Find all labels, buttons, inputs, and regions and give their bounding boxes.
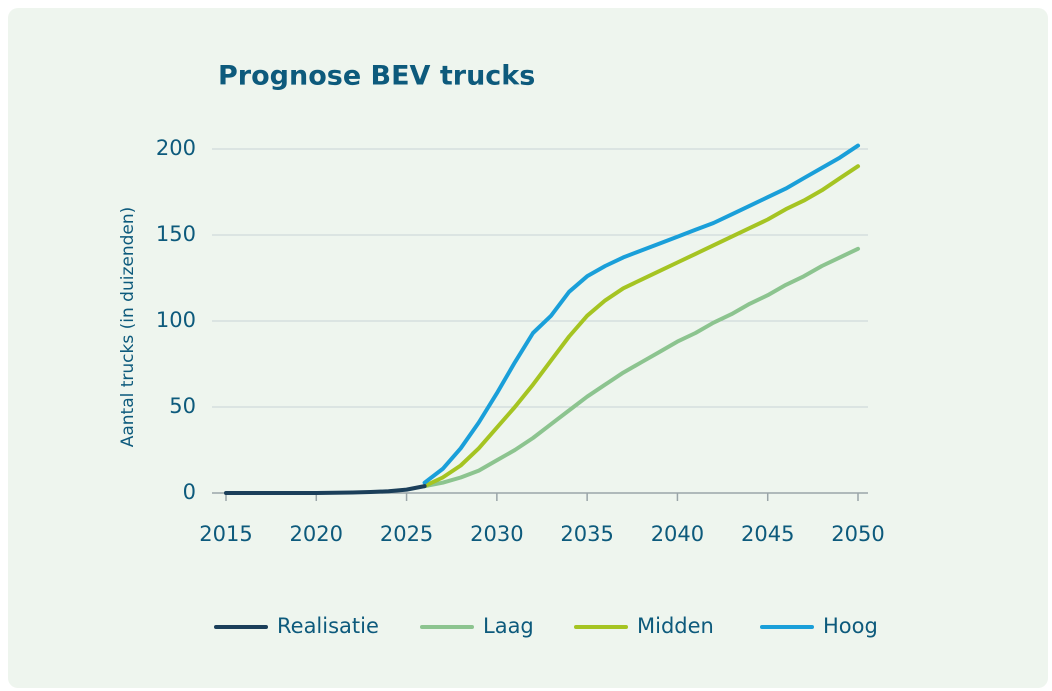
- series-line: [224, 484, 427, 495]
- x-tick-label: 2035: [560, 522, 613, 546]
- legend-label: Midden: [637, 614, 714, 638]
- legend-label: Hoog: [823, 614, 878, 638]
- series-line: [422, 164, 860, 489]
- x-tick-label: 2025: [380, 522, 433, 546]
- x-tick-label: 2040: [651, 522, 704, 546]
- x-tick-label: 2015: [199, 522, 252, 546]
- card: [8, 8, 1048, 688]
- y-tick-label: 200: [156, 136, 196, 160]
- series-line: [422, 246, 860, 489]
- y-tick-label: 50: [169, 394, 196, 418]
- y-tick-label: 0: [183, 480, 196, 504]
- x-tick-label: 2020: [290, 522, 343, 546]
- legend-label: Realisatie: [277, 614, 379, 638]
- x-tick-label: 2030: [470, 522, 523, 546]
- y-axis-label: Aantal trucks (in duizenden): [118, 207, 138, 448]
- y-tick-label: 150: [156, 222, 196, 246]
- x-tick-label: 2050: [831, 522, 884, 546]
- chart-title: Prognose BEV trucks: [218, 61, 535, 92]
- legend-label: Laag: [483, 614, 534, 638]
- x-tick-label: 2045: [741, 522, 794, 546]
- y-tick-label: 100: [156, 308, 196, 332]
- series-line: [422, 143, 860, 485]
